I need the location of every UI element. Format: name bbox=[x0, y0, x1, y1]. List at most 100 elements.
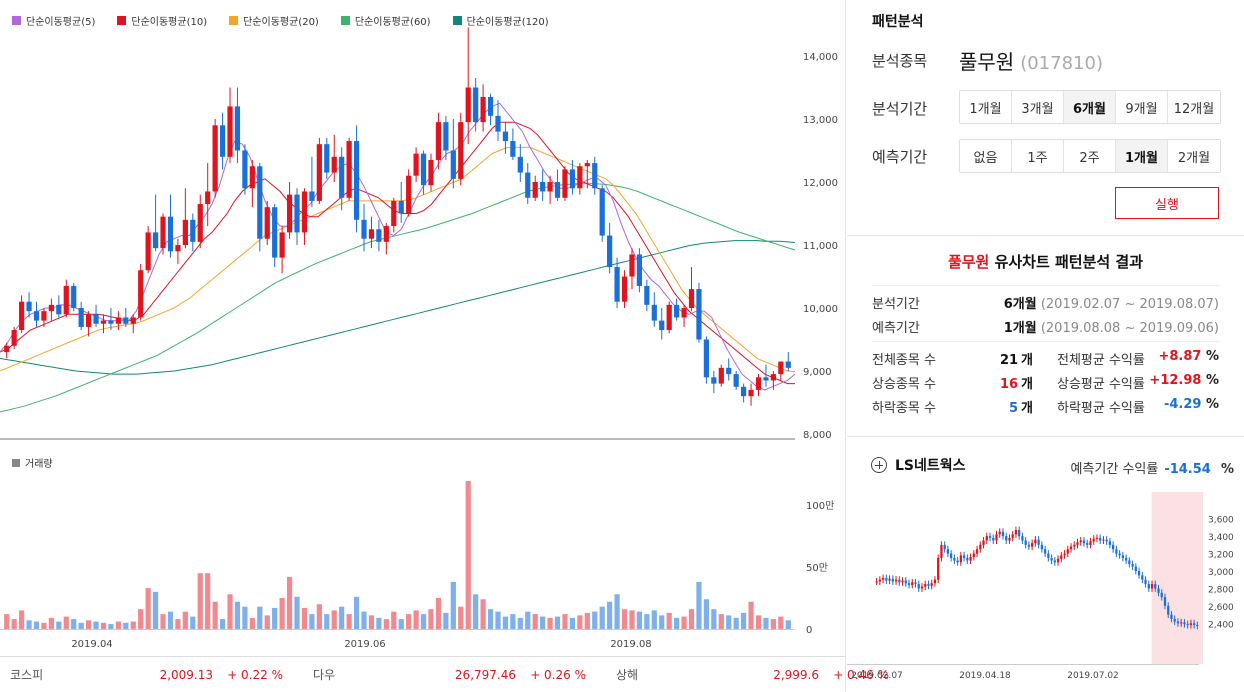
candle-body bbox=[465, 87, 471, 123]
mini-candle-body bbox=[1005, 536, 1008, 541]
candle-body bbox=[286, 194, 293, 233]
volume-bar bbox=[264, 615, 270, 629]
volume-bar bbox=[63, 616, 69, 629]
mini-candle-body bbox=[1121, 555, 1124, 558]
candle-body bbox=[316, 144, 322, 201]
mini-candle-body bbox=[1144, 579, 1147, 585]
volume-bar bbox=[562, 614, 568, 629]
candle-body bbox=[703, 339, 710, 378]
stock-code: (017810) bbox=[1020, 53, 1103, 74]
volume-bar bbox=[108, 624, 114, 629]
legend-item[interactable]: 단순이동평균(5) bbox=[12, 13, 95, 28]
forecast-option[interactable]: 1주 bbox=[1012, 140, 1064, 172]
volume-bar bbox=[138, 609, 144, 629]
forecast-option[interactable]: 없음 bbox=[960, 140, 1012, 172]
volume-bar bbox=[249, 617, 255, 629]
legend-swatch bbox=[229, 16, 239, 25]
candle-body bbox=[674, 304, 680, 318]
mini-y-tick-label: 2,400 bbox=[1208, 620, 1234, 630]
legend-item[interactable]: 단순이동평균(120) bbox=[452, 13, 549, 28]
volume-bar bbox=[85, 620, 92, 629]
mini-candle-body bbox=[1082, 540, 1086, 544]
mini-candle-body bbox=[1099, 537, 1102, 541]
volume-bar bbox=[577, 615, 583, 629]
mini-candle-body bbox=[1176, 621, 1180, 624]
mini-candle-body bbox=[1154, 584, 1157, 589]
volume-bar bbox=[130, 621, 136, 629]
volume-bar bbox=[696, 581, 702, 629]
candle-body bbox=[175, 245, 181, 252]
mini-candle-body bbox=[891, 578, 894, 582]
price-chart[interactable]: 14,000 13,000 12,000 11,000 10,000 9,000 8,000… bbox=[0, 0, 846, 656]
candle-body bbox=[458, 122, 464, 179]
volume-label: 거래량 bbox=[25, 459, 53, 470]
volume-bar bbox=[376, 617, 382, 629]
period-option[interactable]: 12개월 bbox=[1168, 91, 1220, 123]
stock-selector[interactable]: 풀무원 (017810) bbox=[959, 46, 1103, 75]
period-option[interactable]: 1개월 bbox=[960, 91, 1012, 123]
stat-count-unit: 개 bbox=[1021, 377, 1033, 392]
result-stock-name: 풀무원 bbox=[947, 253, 990, 271]
candle-body bbox=[78, 308, 84, 327]
legend-label: 단순이동평균(120) bbox=[466, 17, 549, 28]
run-button[interactable]: 실행 bbox=[1115, 187, 1219, 219]
mini-candle-body bbox=[933, 579, 937, 584]
candle-body bbox=[138, 270, 144, 318]
legend-item[interactable]: 단순이동평균(10) bbox=[117, 13, 207, 28]
volume-bar bbox=[681, 616, 687, 629]
period-label: 분석기간 bbox=[872, 100, 928, 118]
mini-candle-body bbox=[937, 557, 940, 580]
candle-body bbox=[763, 377, 769, 381]
mini-candle-body bbox=[1147, 584, 1150, 589]
forecast-option[interactable]: 2주 bbox=[1064, 140, 1116, 172]
ticker-value: 2,999.6 bbox=[773, 667, 819, 682]
candle-body bbox=[614, 267, 620, 302]
candle-body bbox=[398, 200, 404, 214]
volume-bar bbox=[465, 481, 471, 629]
y-tick-label: 10,000 bbox=[803, 304, 838, 315]
mini-candle-body bbox=[1037, 539, 1040, 545]
forecast-option[interactable]: 1개월 bbox=[1116, 140, 1168, 172]
ticker-dow: 다우 26,797.46 + 0.26 % bbox=[303, 657, 586, 692]
mini-candle-body bbox=[1163, 597, 1167, 606]
ticker-name: 상해 bbox=[616, 668, 639, 682]
period-option[interactable]: 6개월 bbox=[1064, 91, 1116, 123]
volume-bar bbox=[547, 617, 553, 629]
mini-candle-body bbox=[1073, 544, 1076, 547]
candle-body bbox=[592, 163, 598, 189]
candle-body bbox=[115, 317, 121, 324]
volume-bar bbox=[182, 611, 188, 629]
plus-circle-icon[interactable] bbox=[871, 457, 887, 473]
legend-swatch bbox=[340, 16, 350, 25]
candle-body bbox=[249, 166, 255, 189]
similar-stock-chart[interactable]: 3,600 3,400 3,200 3,000 2,800 2,600 2,400 2019.… bbox=[847, 490, 1244, 692]
mini-candle-body bbox=[888, 578, 891, 581]
candle-body bbox=[26, 301, 32, 312]
candle-body bbox=[152, 232, 159, 249]
mini-candle-body bbox=[1189, 623, 1193, 626]
period-option[interactable]: 3개월 bbox=[1012, 91, 1064, 123]
candle-body bbox=[309, 191, 315, 201]
candle-body bbox=[339, 156, 345, 198]
legend-item[interactable]: 단순이동평균(60) bbox=[340, 13, 431, 28]
mini-candle-body bbox=[995, 534, 998, 541]
mini-candle-body bbox=[946, 549, 950, 554]
stat-count-label: 하락종목 수 bbox=[872, 401, 936, 416]
period-option[interactable]: 9개월 bbox=[1116, 91, 1168, 123]
ma-legend: 단순이동평균(5) 단순이동평균(10) 단순이동평균(20) 단순이동평균(60) 단… bbox=[12, 13, 549, 28]
legend-item[interactable]: 단순이동평균(20) bbox=[229, 13, 319, 28]
stat-avg-label: 상승평균 수익률 bbox=[1057, 377, 1145, 392]
x-tick-label: 2019.08 bbox=[610, 639, 651, 650]
volume-bar bbox=[406, 614, 412, 629]
mini-candle-body bbox=[1095, 537, 1099, 539]
similar-stock-header[interactable]: LS네트웍스 bbox=[871, 455, 966, 475]
analysis-period-value: 6개월 (2019.02.07 ~ 2019.08.07) bbox=[1004, 293, 1219, 312]
candle-body bbox=[234, 106, 241, 151]
candle-body bbox=[711, 377, 717, 384]
forecast-option[interactable]: 2개월 bbox=[1168, 140, 1220, 172]
mini-candle-body bbox=[1053, 560, 1056, 563]
mini-candle-body bbox=[1173, 618, 1176, 622]
volume-bar bbox=[629, 610, 635, 629]
candle-body bbox=[480, 96, 486, 123]
mini-candle-body bbox=[901, 580, 904, 583]
